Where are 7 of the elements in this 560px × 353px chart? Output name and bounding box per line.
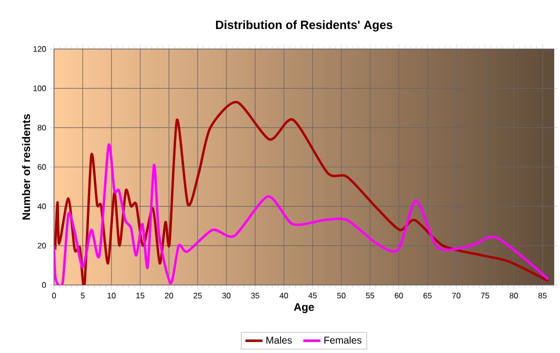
line-series: [54, 100, 550, 285]
legend-label: Males: [266, 336, 292, 344]
x-axis-title: Age: [294, 303, 314, 314]
legend-label: Females: [324, 336, 362, 344]
line-series: [54, 144, 550, 285]
y-axis-title: Number of residents: [22, 114, 30, 220]
chart-title: Distribution of Residents' Ages: [216, 20, 392, 32]
